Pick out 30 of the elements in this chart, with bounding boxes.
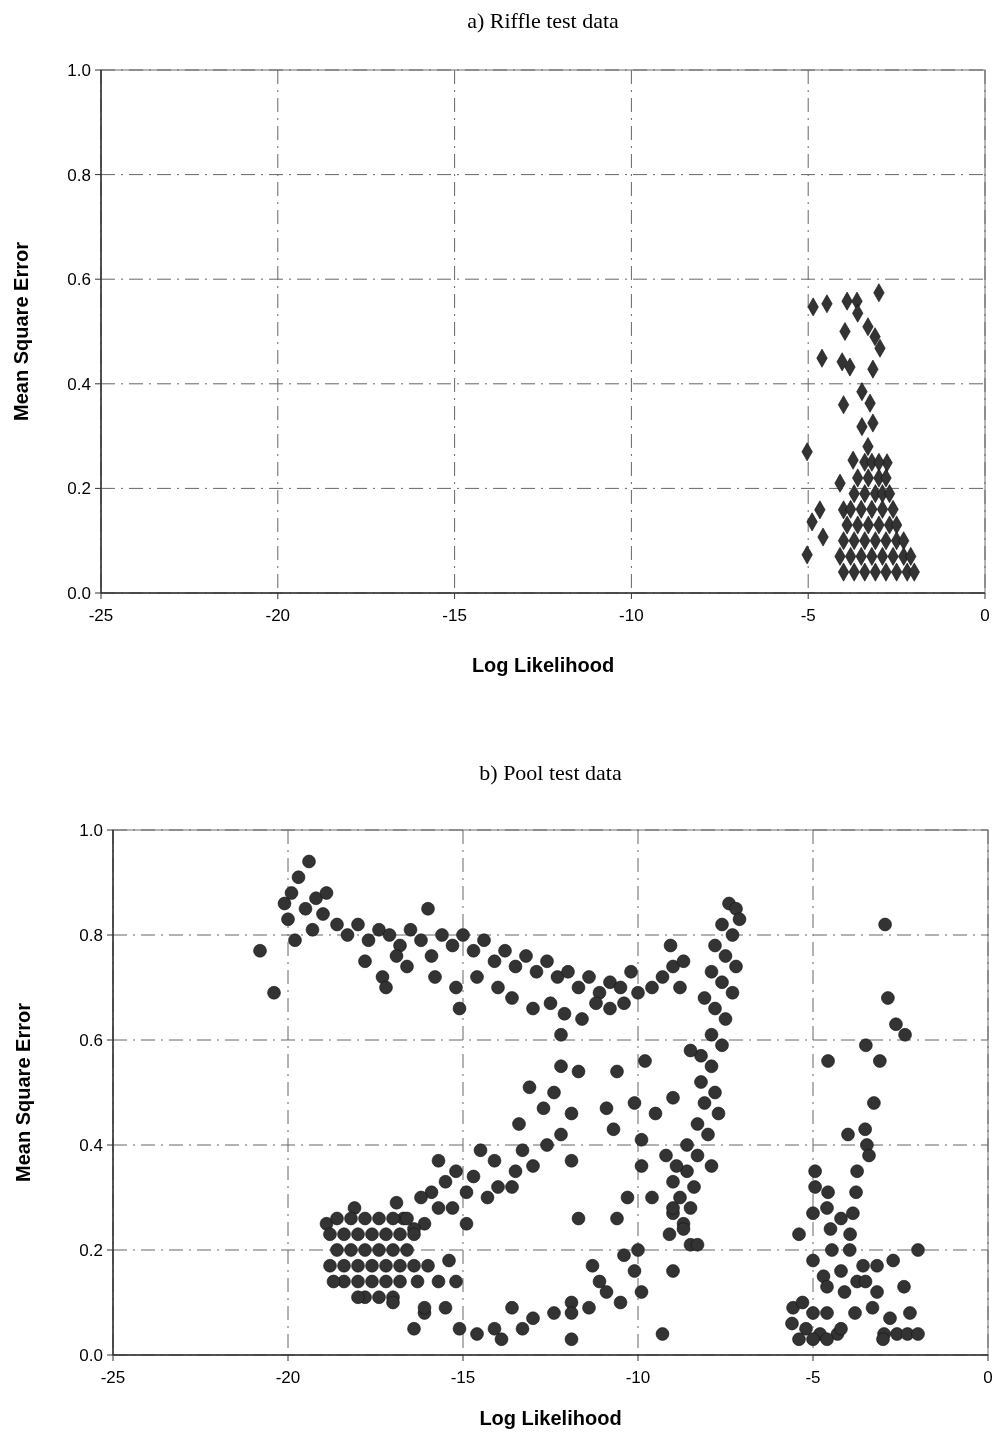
x-tick-label: -15 bbox=[442, 606, 467, 625]
x-tick-label: -25 bbox=[88, 606, 114, 625]
y-tick-label: 0.2 bbox=[79, 1241, 103, 1260]
y-tick-label: 0.8 bbox=[67, 165, 91, 185]
x-axis-title: Log Likelihood bbox=[479, 1407, 622, 1429]
x-tick-label: -5 bbox=[800, 606, 816, 625]
y-axis-title: Mean Square Error bbox=[12, 1002, 34, 1182]
x-tick-label: -10 bbox=[619, 606, 644, 625]
y-tick-label: 0.8 bbox=[79, 926, 103, 945]
x-tick-label: 0 bbox=[983, 1368, 993, 1387]
y-tick-label: 1.0 bbox=[67, 61, 91, 80]
x-tick-label: 0 bbox=[980, 606, 990, 625]
y-tick-label: 0.6 bbox=[79, 1031, 103, 1050]
y-tick-label: 0.0 bbox=[79, 1346, 103, 1365]
y-tick-label: 0.2 bbox=[67, 479, 91, 499]
chart-title: b) Pool test data bbox=[479, 760, 622, 785]
x-tick-label: -25 bbox=[100, 1368, 126, 1387]
y-tick-label: 0.4 bbox=[79, 1136, 103, 1155]
y-tick-label: 0.6 bbox=[67, 270, 91, 290]
x-tick-label: -10 bbox=[625, 1368, 651, 1387]
x-tick-label: -15 bbox=[450, 1368, 476, 1387]
x-axis-title: Log Likelihood bbox=[471, 654, 615, 676]
chart-title: a) Riffle test data bbox=[467, 8, 620, 33]
y-tick-label: 0.4 bbox=[67, 374, 91, 394]
x-tick-label: -5 bbox=[805, 1368, 821, 1387]
x-tick-label: -20 bbox=[265, 606, 291, 625]
x-tick-label: -20 bbox=[275, 1368, 301, 1387]
y-axis-title: Mean Square Error bbox=[10, 241, 32, 421]
y-tick-label: 0.0 bbox=[67, 584, 91, 603]
y-tick-label: 1.0 bbox=[79, 821, 103, 840]
